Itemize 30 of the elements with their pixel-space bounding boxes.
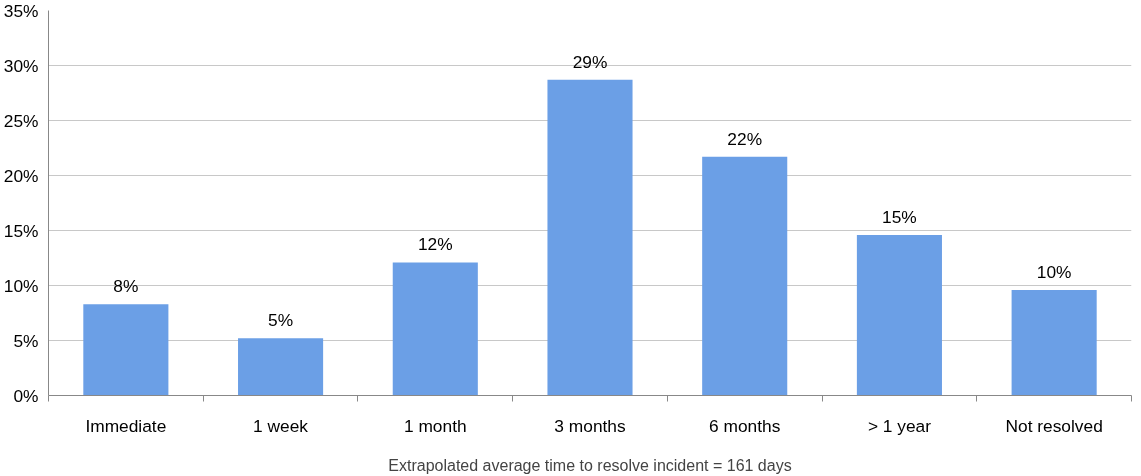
data-label: 12%: [417, 234, 453, 255]
x-tick-label: > 1 year: [867, 415, 932, 436]
bar: [83, 304, 169, 396]
bar: [702, 156, 788, 396]
data-label: 8%: [113, 276, 139, 297]
bar: [1011, 289, 1097, 396]
y-tick-label: 15%: [3, 220, 39, 241]
y-tick-label: 30%: [3, 55, 39, 76]
y-tick-label: 20%: [3, 165, 39, 186]
data-label: 10%: [1036, 261, 1072, 282]
bar: [238, 338, 324, 396]
x-axis-title: Extrapolated average time to resolve incident = 161 days: [388, 456, 792, 474]
data-label: 22%: [727, 128, 763, 149]
x-tick-label: 1 week: [253, 415, 309, 436]
x-tick-label: 6 months: [709, 415, 781, 436]
x-tick-label: 1 month: [403, 415, 467, 436]
bar: [392, 262, 478, 396]
data-label: 5%: [268, 310, 294, 331]
x-tick-label: Not resolved: [1005, 415, 1103, 436]
y-tick-label: 10%: [3, 275, 39, 296]
data-label: 29%: [572, 51, 608, 72]
x-tick-label: 3 months: [554, 415, 626, 436]
x-tick-label: Immediate: [85, 415, 167, 436]
y-tick-label: 5%: [13, 330, 39, 351]
y-tick-label: 0%: [13, 385, 39, 406]
bar: [856, 234, 942, 396]
y-tick-label: 25%: [3, 110, 39, 131]
data-label: 15%: [882, 206, 917, 227]
y-tick-label: 35%: [3, 0, 39, 21]
bar: [547, 79, 633, 396]
